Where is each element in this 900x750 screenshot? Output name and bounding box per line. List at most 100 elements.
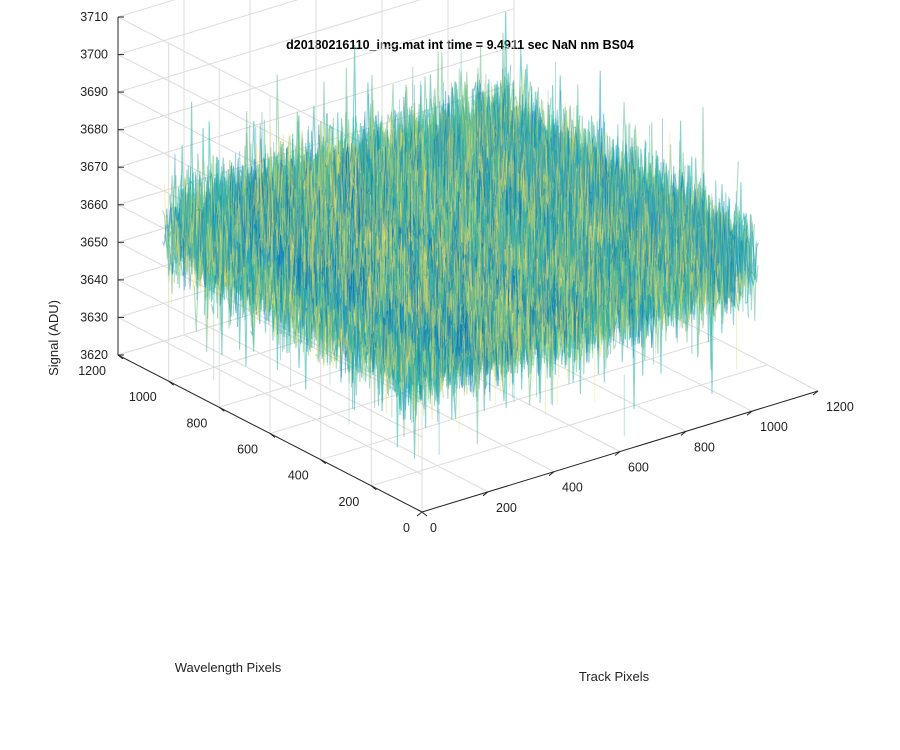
surface-column: [379, 115, 641, 337]
surface-column: [271, 156, 532, 363]
surface-column: [235, 165, 496, 400]
surface-column: [209, 153, 470, 387]
z-tick-label: 3700: [80, 48, 108, 62]
surface-column: [496, 85, 757, 302]
surface-column: [199, 163, 460, 387]
surface-column: [477, 78, 738, 307]
x-tick-label: 400: [562, 481, 583, 495]
surface-column: [207, 155, 468, 396]
surface-column: [357, 125, 618, 328]
surface-column: [488, 80, 750, 309]
surface-column: [214, 174, 476, 392]
surface-column: [415, 124, 676, 322]
surface-column: [443, 90, 705, 302]
surface-column: [310, 123, 571, 357]
surface-column: [162, 194, 423, 420]
surface-column: [426, 116, 688, 324]
x-tick-label: 1200: [826, 400, 854, 414]
surface-column: [475, 83, 736, 316]
z-tick-label: 3680: [80, 123, 108, 137]
surface-column: [203, 161, 464, 384]
surface-column: [378, 137, 639, 337]
surface-column: [263, 157, 524, 358]
y-tick: [421, 511, 428, 517]
surface-column: [220, 173, 481, 402]
surface-column: [237, 167, 498, 370]
surface-column: [421, 111, 682, 329]
surface-column: [494, 74, 755, 311]
surface-column: [402, 110, 663, 320]
x-tick: [812, 390, 819, 396]
x-tick-label: 1000: [760, 420, 788, 434]
y-tick: [320, 459, 327, 465]
x-tick: [746, 410, 753, 416]
surface-column: [289, 145, 551, 352]
y-tick-label: 600: [237, 443, 258, 457]
surface-column: [462, 84, 723, 297]
surface-column: [248, 159, 509, 389]
x-tick: [482, 491, 489, 497]
y-tick: [370, 485, 377, 491]
y-tick-label: 1000: [129, 390, 157, 404]
surface-column: [479, 80, 740, 315]
x-tick-label: 600: [628, 461, 649, 475]
surface-column: [167, 165, 429, 401]
y-tick-label: 200: [338, 495, 359, 509]
surface-column: [455, 108, 716, 308]
y-tick-label: 400: [288, 469, 309, 483]
surface-column: [408, 103, 669, 331]
surface-column: [468, 73, 729, 318]
z-tick-label: 3670: [80, 160, 108, 174]
surface-column: [453, 68, 714, 312]
surface-column: [347, 140, 609, 353]
surface-column: [196, 184, 457, 398]
surface-column: [340, 131, 601, 358]
surface-column: [216, 159, 477, 379]
z-tick-label: 3620: [80, 348, 108, 362]
y-tick-label: 800: [186, 416, 207, 430]
surface-column: [272, 133, 534, 383]
surface-column: [175, 188, 436, 392]
surface-column: [368, 115, 629, 355]
axes: [117, 16, 819, 517]
surface-column: [257, 147, 519, 349]
x-tick: [548, 471, 555, 477]
x-tick-label: 200: [496, 501, 517, 515]
surface-column: [498, 98, 759, 305]
z-tick-label: 3630: [80, 310, 108, 324]
z-tick-label: 3640: [80, 273, 108, 287]
surface-column: [261, 146, 522, 373]
z-tick-label: 3690: [80, 85, 108, 99]
surface-column: [269, 148, 530, 379]
surface-column: [492, 89, 753, 304]
surface-column: [353, 123, 614, 347]
surface-column: [222, 164, 483, 382]
z-tick-label: 3650: [80, 235, 108, 249]
y-tick: [218, 406, 225, 412]
surface-column: [334, 136, 596, 339]
surface-column: [256, 138, 517, 376]
surface-column: [323, 133, 584, 355]
surface-column: [483, 102, 744, 312]
x-tick: [614, 451, 621, 456]
surface-column: [394, 112, 656, 318]
surface-column: [293, 162, 554, 364]
surface-column: [304, 151, 566, 355]
chart-title: d20180216110_img.mat int time = 9.4911 s…: [286, 38, 634, 52]
y-axis-label: Wavelength Pixels: [175, 660, 282, 675]
surface-column: [180, 177, 442, 420]
x-tick-label: 800: [694, 440, 715, 454]
surface-column: [346, 130, 607, 345]
surface-column: [351, 128, 613, 369]
surface-column: [179, 184, 440, 407]
x-tick: [416, 511, 423, 517]
y-tick-label: 1200: [78, 364, 106, 378]
surface-column: [398, 110, 659, 337]
surface-column: [383, 110, 644, 358]
surface-plot: [162, 11, 760, 459]
surface-column: [396, 129, 658, 313]
x-tick-label: 0: [430, 521, 437, 535]
grid-line: [269, 312, 667, 434]
surface-column: [490, 69, 751, 299]
